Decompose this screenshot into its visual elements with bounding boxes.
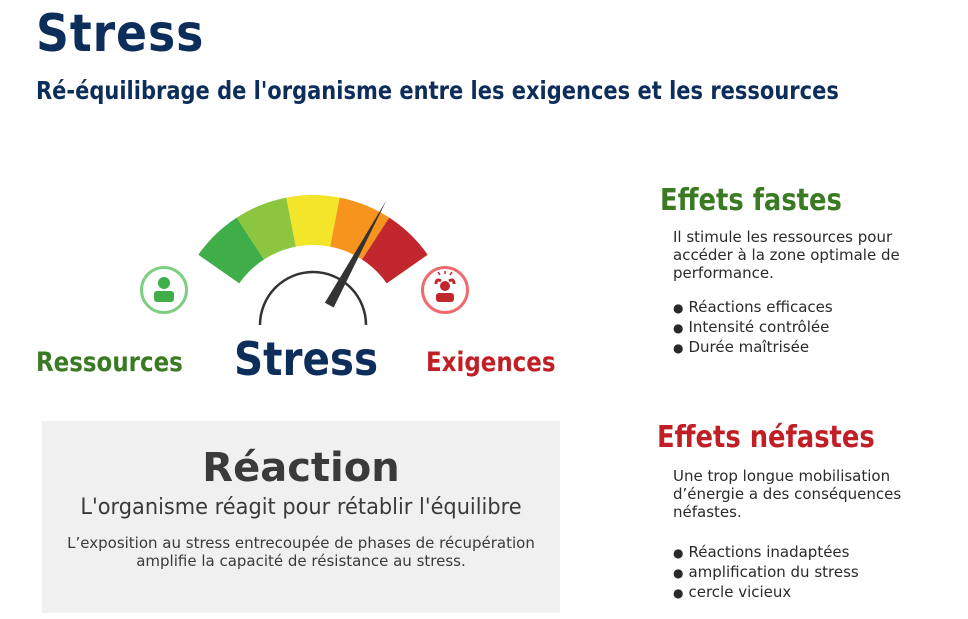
effets-fastes-title: Effets fastes (660, 183, 842, 218)
stress-gauge (198, 195, 428, 326)
gauge-segment (236, 197, 296, 260)
list-item: Réactions inadaptées (673, 543, 859, 563)
stress-label: Stress (234, 332, 379, 386)
reaction-panel: Réaction L'organisme réagit pour rétabli… (42, 421, 560, 613)
effets-nefastes-text: Une trop longue mobilisation d’énergie a… (673, 467, 902, 521)
gauge-needle (324, 199, 387, 308)
list-item: Intensité contrôlée (673, 318, 833, 338)
page-subtitle: Ré-équilibrage de l'organisme entre les … (36, 76, 839, 105)
list-item: cercle vicieux (673, 583, 859, 603)
reaction-text: L’exposition au stress entrecoupée de ph… (67, 534, 535, 570)
gauge-segment (198, 217, 264, 284)
effets-fastes-list: Réactions efficaces Intensité contrôlée … (673, 298, 833, 358)
exigences-label: Exigences (426, 347, 556, 378)
page-title: Stress (36, 4, 205, 64)
gauge-pivot-arc (258, 270, 368, 326)
effets-nefastes-list: Réactions inadaptées amplification du st… (673, 543, 859, 603)
gauge-segments (198, 195, 428, 284)
list-item: Durée maîtrisée (673, 338, 833, 358)
reaction-title: Réaction (202, 445, 400, 491)
stressed-person-icon (421, 266, 469, 314)
gauge-segment (362, 217, 428, 284)
list-item: Réactions efficaces (673, 298, 832, 318)
person-icon (140, 266, 188, 314)
effets-nefastes-title: Effets néfastes (657, 420, 875, 455)
effets-fastes-text: Il stimule les ressources pour accéder à… (673, 228, 900, 282)
gauge-segment (286, 195, 340, 247)
list-item: amplification du stress (673, 563, 858, 583)
gauge-segment (330, 197, 390, 260)
ressources-label: Ressources (36, 347, 183, 378)
reaction-subtitle: L'organisme réagit pour rétablir l'équil… (80, 495, 522, 520)
